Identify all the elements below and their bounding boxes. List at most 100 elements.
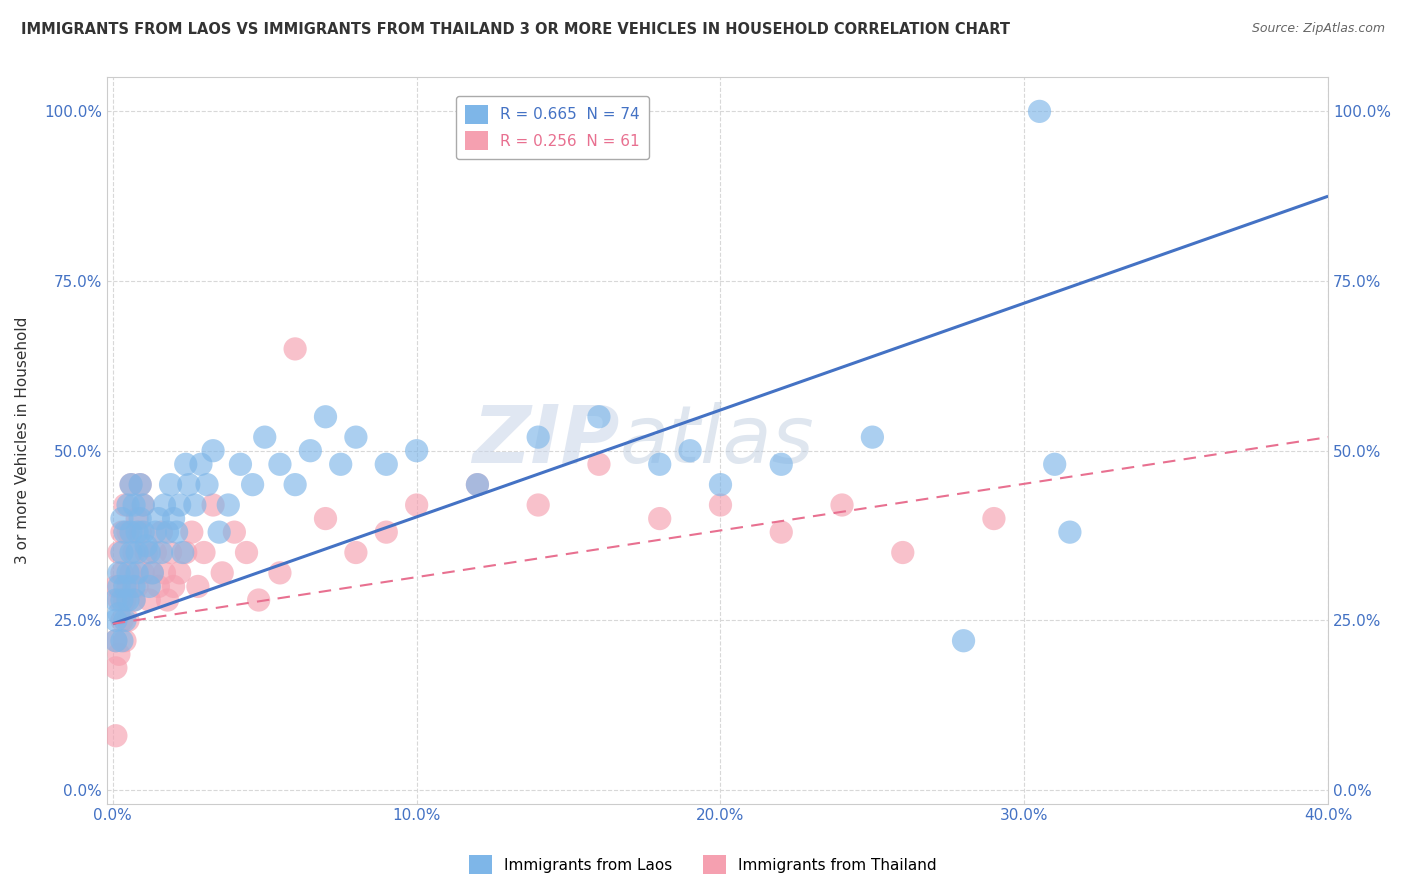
Point [127,525,149,540]
Text: ZIP: ZIP [472,401,620,480]
Point [138,579,160,593]
Point [174,457,197,471]
Point [129,477,152,491]
Legend: R = 0.665  N = 74, R = 0.256  N = 61: R = 0.665 N = 74, R = 0.256 N = 61 [456,96,650,159]
Point [104,593,127,607]
Point [156,593,179,607]
Point [122,593,145,607]
Point [211,566,233,580]
Point [709,477,731,491]
Point [104,633,127,648]
Point [111,566,134,580]
Point [162,511,184,525]
Point [235,545,257,559]
Point [679,443,702,458]
Point [132,525,155,540]
Point [127,579,149,593]
Point [588,457,610,471]
Point [952,633,974,648]
Point [193,545,215,559]
Point [156,525,179,540]
Point [104,729,127,743]
Point [162,579,184,593]
Point [150,525,173,540]
Point [1028,104,1050,119]
Point [405,443,427,458]
Point [648,511,671,525]
Point [114,498,136,512]
Point [184,498,207,512]
Point [138,593,160,607]
Point [180,525,202,540]
Point [269,566,291,580]
Point [174,545,197,559]
Point [159,477,181,491]
Point [114,525,136,540]
Point [138,545,160,559]
Point [344,545,367,559]
Point [129,477,152,491]
Point [120,545,142,559]
Point [108,545,131,559]
Point [253,430,276,444]
Point [247,593,270,607]
Point [127,511,149,525]
Point [195,477,218,491]
Point [860,430,883,444]
Point [284,342,307,356]
Point [269,457,291,471]
Point [104,613,127,627]
Point [111,511,134,525]
Point [467,477,489,491]
Point [467,477,489,491]
Point [132,566,155,580]
Text: Source: ZipAtlas.com: Source: ZipAtlas.com [1251,22,1385,36]
Point [375,525,398,540]
Point [159,545,181,559]
Point [111,633,134,648]
Point [111,613,134,627]
Point [224,525,246,540]
Point [108,566,131,580]
Point [135,539,157,553]
Point [114,579,136,593]
Point [315,409,337,424]
Point [344,430,367,444]
Point [648,457,671,471]
Point [104,661,127,675]
Point [202,443,225,458]
Point [588,409,610,424]
Point [122,593,145,607]
Point [202,498,225,512]
Point [120,477,142,491]
Point [122,545,145,559]
Point [117,525,139,540]
Point [375,457,398,471]
Point [169,566,191,580]
Point [527,498,550,512]
Point [150,545,173,559]
Text: IMMIGRANTS FROM LAOS VS IMMIGRANTS FROM THAILAND 3 OR MORE VEHICLES IN HOUSEHOLD: IMMIGRANTS FROM LAOS VS IMMIGRANTS FROM … [21,22,1010,37]
Point [120,566,142,580]
Point [190,457,212,471]
Point [148,511,170,525]
Point [187,579,209,593]
Point [527,430,550,444]
Point [831,498,853,512]
Point [770,457,793,471]
Point [108,593,131,607]
Point [141,566,163,580]
Point [117,579,139,593]
Point [709,498,731,512]
Point [208,525,231,540]
Point [132,498,155,512]
Point [108,607,131,621]
Point [117,498,139,512]
Point [172,545,194,559]
Point [315,511,337,525]
Point [329,457,352,471]
Point [143,525,166,540]
Point [1043,457,1066,471]
Point [111,545,134,559]
Point [299,443,322,458]
